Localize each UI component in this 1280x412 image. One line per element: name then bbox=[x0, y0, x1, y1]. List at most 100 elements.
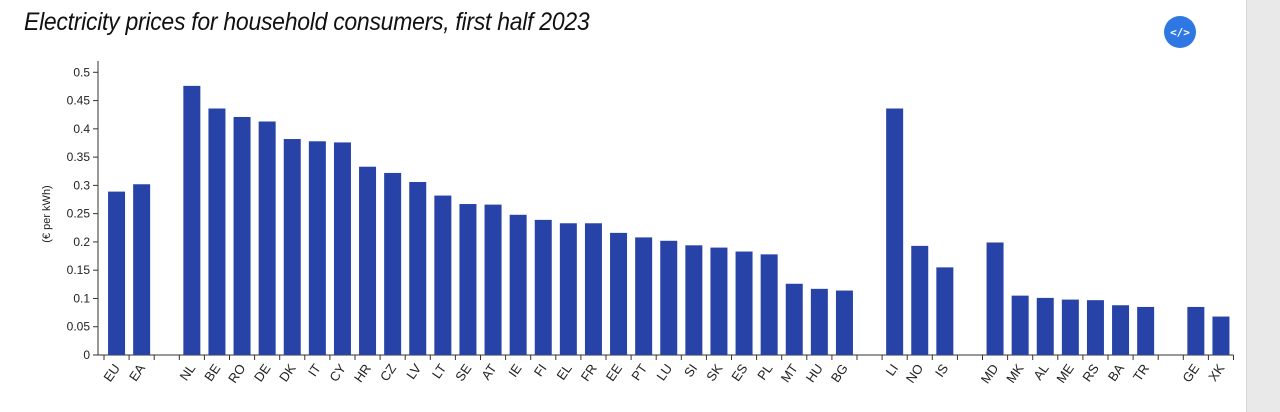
y-tick-label: 0.25 bbox=[67, 207, 91, 221]
y-tick-label: 0.45 bbox=[67, 94, 91, 108]
bar-pl[interactable] bbox=[760, 254, 778, 355]
bar-lu[interactable] bbox=[660, 240, 678, 355]
x-tick-label: MD bbox=[978, 361, 1002, 386]
x-tick-label: RO bbox=[225, 361, 248, 386]
bar-xk[interactable] bbox=[1212, 316, 1230, 355]
bar-sk[interactable] bbox=[710, 247, 728, 355]
x-tick-label: XK bbox=[1205, 361, 1227, 384]
bar-ee[interactable] bbox=[610, 232, 628, 355]
x-tick-label: IT bbox=[305, 361, 324, 379]
y-tick-label: 0.5 bbox=[73, 65, 90, 79]
x-tick-label: MK bbox=[1003, 361, 1027, 386]
bar-ro[interactable] bbox=[233, 116, 251, 355]
bar-at[interactable] bbox=[484, 204, 502, 355]
y-tick-label: 0 bbox=[83, 348, 90, 362]
y-tick-label: 0.1 bbox=[73, 291, 90, 305]
x-tick-label: ME bbox=[1053, 361, 1077, 386]
bar-mk[interactable] bbox=[1011, 295, 1029, 355]
x-axis: EU EA NL BE RO DE DK IT CY HR CZ LV LT SE AT IE FI EL FR EE… bbox=[98, 354, 1234, 386]
bar-fr[interactable] bbox=[584, 223, 602, 355]
bar-si[interactable] bbox=[685, 245, 703, 355]
bar-bg[interactable] bbox=[835, 290, 853, 355]
bar-hr[interactable] bbox=[359, 166, 377, 355]
x-tick-label: CZ bbox=[377, 361, 399, 384]
bar-chart: (€ per kWh) 0 0.05 0.1 0.15 0.2 0.25 0.3 0.35 0.… bbox=[41, 61, 1234, 386]
x-tick-label: SI bbox=[681, 361, 700, 380]
x-tick-label: SE bbox=[452, 361, 474, 384]
bar-dk[interactable] bbox=[283, 139, 301, 355]
x-tick-label: EU bbox=[100, 361, 123, 384]
embed-code-button[interactable]: </> bbox=[1164, 16, 1196, 48]
x-tick-label: LT bbox=[429, 361, 449, 381]
bar-cy[interactable] bbox=[333, 142, 351, 355]
x-tick-label: LU bbox=[653, 361, 675, 383]
x-tick-label: IE bbox=[505, 361, 525, 380]
x-tick-label: AT bbox=[478, 361, 499, 382]
x-tick-label: BA bbox=[1105, 361, 1127, 384]
y-axis-label: (€ per kWh) bbox=[41, 185, 53, 242]
bar-pt[interactable] bbox=[635, 237, 653, 355]
x-tick-label: TR bbox=[1130, 361, 1152, 384]
bar-hu[interactable] bbox=[810, 288, 828, 355]
bar-li[interactable] bbox=[886, 108, 904, 355]
x-tick-label: PL bbox=[754, 361, 775, 383]
x-tick-label: MT bbox=[778, 361, 801, 385]
x-tick-label: ES bbox=[728, 361, 750, 384]
x-tick-label: PT bbox=[628, 361, 650, 383]
x-tick-label: SK bbox=[703, 361, 725, 384]
y-tick-label: 0.15 bbox=[67, 263, 91, 277]
scrollbar-gutter bbox=[1246, 0, 1280, 412]
y-tick-label: 0.35 bbox=[67, 150, 91, 164]
bar-mt[interactable] bbox=[785, 283, 803, 355]
y-tick-label: 0.3 bbox=[73, 178, 90, 192]
bar-tr[interactable] bbox=[1137, 306, 1155, 355]
x-tick-label: EE bbox=[603, 361, 625, 384]
x-tick-label: RS bbox=[1079, 361, 1102, 385]
chart-title: Electricity prices for household consume… bbox=[24, 8, 590, 36]
bar-ea[interactable] bbox=[133, 184, 151, 355]
x-tick-label: EL bbox=[553, 361, 574, 383]
x-tick-label: EA bbox=[126, 361, 148, 384]
x-tick-label: HR bbox=[351, 361, 374, 385]
x-tick-label: GE bbox=[1179, 361, 1202, 385]
x-tick-label: DE bbox=[251, 361, 274, 385]
y-tick-label: 0.2 bbox=[73, 235, 90, 249]
x-tick-label: CY bbox=[326, 361, 349, 385]
x-tick-label: BG bbox=[828, 361, 851, 385]
bar-ba[interactable] bbox=[1112, 305, 1130, 355]
bar-it[interactable] bbox=[308, 141, 326, 355]
bar-de[interactable] bbox=[258, 121, 276, 355]
bar-nl[interactable] bbox=[183, 85, 201, 355]
x-tick-label: NL bbox=[176, 361, 198, 383]
bar-ie[interactable] bbox=[509, 214, 527, 355]
x-tick-label: LI bbox=[883, 361, 902, 378]
bar-es[interactable] bbox=[735, 251, 753, 355]
bar-fi[interactable] bbox=[534, 219, 552, 355]
bar-ge[interactable] bbox=[1187, 306, 1205, 355]
bar-me[interactable] bbox=[1061, 299, 1079, 355]
bar-lv[interactable] bbox=[409, 181, 427, 355]
x-tick-label: BE bbox=[201, 361, 223, 384]
y-tick-label: 0.4 bbox=[73, 122, 90, 136]
bar-no[interactable] bbox=[911, 245, 929, 355]
x-tick-label: FR bbox=[578, 361, 600, 384]
bar-el[interactable] bbox=[559, 223, 577, 355]
bar-is[interactable] bbox=[936, 267, 954, 355]
bar-cz[interactable] bbox=[384, 172, 402, 355]
bar-eu[interactable] bbox=[108, 191, 126, 355]
bars bbox=[108, 85, 1230, 355]
x-tick-label: AL bbox=[1030, 361, 1051, 383]
x-tick-label: FI bbox=[531, 361, 550, 379]
x-tick-label: HU bbox=[803, 361, 826, 385]
bar-rs[interactable] bbox=[1086, 300, 1104, 355]
x-tick-label: NO bbox=[903, 361, 926, 386]
bar-md[interactable] bbox=[986, 242, 1004, 355]
x-tick-label: LV bbox=[403, 361, 424, 382]
bar-se[interactable] bbox=[459, 204, 477, 355]
y-axis: 0 0.05 0.1 0.15 0.2 0.25 0.3 0.35 0.4 0.45 0.5 bbox=[67, 61, 99, 362]
bar-al[interactable] bbox=[1036, 297, 1054, 355]
y-tick-label: 0.05 bbox=[67, 320, 91, 334]
bar-be[interactable] bbox=[208, 108, 226, 355]
bar-lt[interactable] bbox=[434, 195, 452, 355]
x-tick-label: IS bbox=[932, 361, 952, 380]
